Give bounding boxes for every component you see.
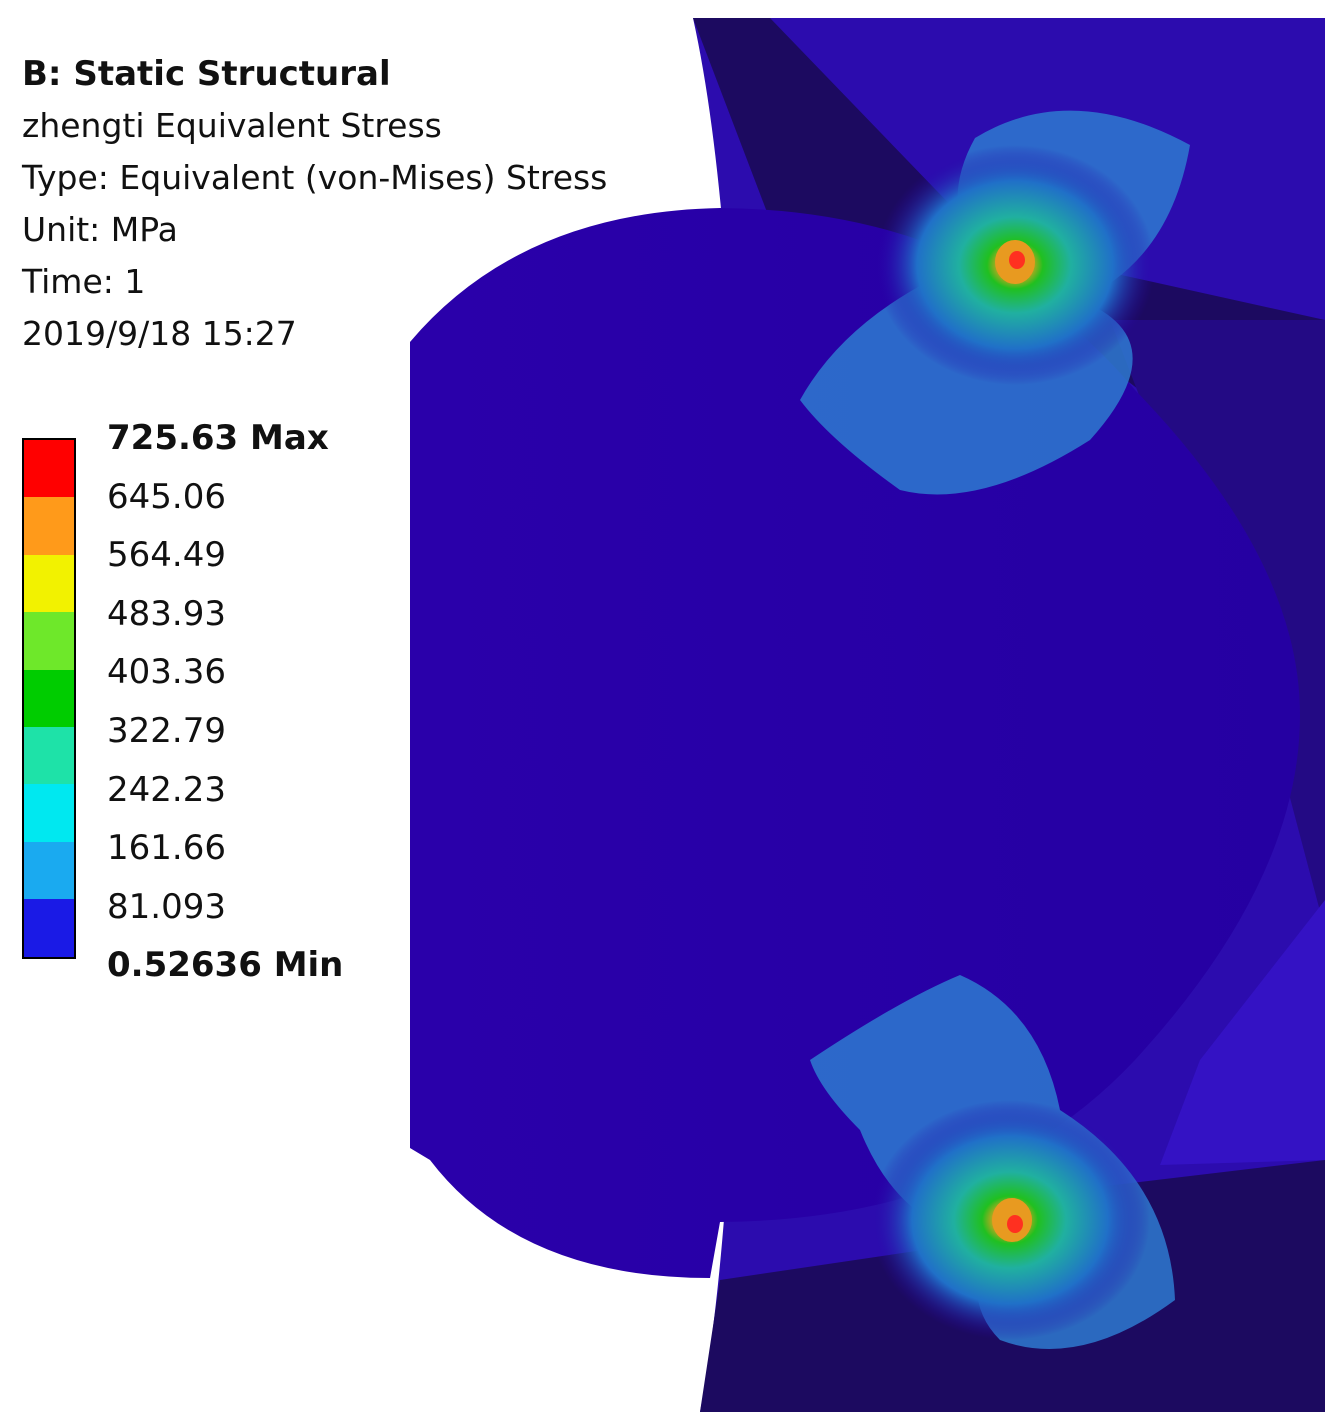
result-info-panel: B: Static Structural zhengti Equivalent … xyxy=(22,48,607,360)
legend-level-label: 564.49 xyxy=(107,535,226,576)
legend-swatch xyxy=(24,612,74,670)
legend-swatch xyxy=(24,669,74,727)
result-name: zhengti Equivalent Stress xyxy=(22,106,442,145)
legend-max-label: 725.63 Max xyxy=(107,418,329,458)
legend-level-label: 645.06 xyxy=(107,476,226,517)
legend-swatch xyxy=(24,841,74,900)
legend-swatch xyxy=(24,440,74,498)
result-timestamp: 2019/9/18 15:27 xyxy=(22,314,297,353)
legend-level-label: 242.23 xyxy=(107,769,226,810)
result-time: Time: 1 xyxy=(22,262,146,301)
legend-swatch xyxy=(24,899,74,957)
legend-swatch xyxy=(24,497,74,555)
legend-swatch xyxy=(24,784,74,842)
result-type: Type: Equivalent (von-Mises) Stress xyxy=(22,158,608,197)
lower-stress-hotspot xyxy=(810,975,1175,1349)
analysis-title: B: Static Structural xyxy=(22,54,391,94)
legend-level-label: 322.79 xyxy=(107,711,226,751)
main-disc xyxy=(410,208,1300,1278)
legend-swatch xyxy=(24,554,74,613)
dark-wedge-right xyxy=(1110,320,1325,930)
legend-swatch xyxy=(24,726,74,785)
legend-level-label: 483.93 xyxy=(107,593,226,634)
legend-level-label: 403.36 xyxy=(107,652,226,693)
lighter-band-right xyxy=(1160,900,1325,1165)
legend-color-bar xyxy=(22,438,76,959)
legend-min-label: 0.52636 Min xyxy=(107,945,344,986)
result-unit: Unit: MPa xyxy=(22,210,178,249)
legend-level-label: 161.66 xyxy=(107,828,226,869)
legend-level-label: 81.093 xyxy=(107,886,226,927)
upper-stress-hotspot xyxy=(800,110,1190,495)
